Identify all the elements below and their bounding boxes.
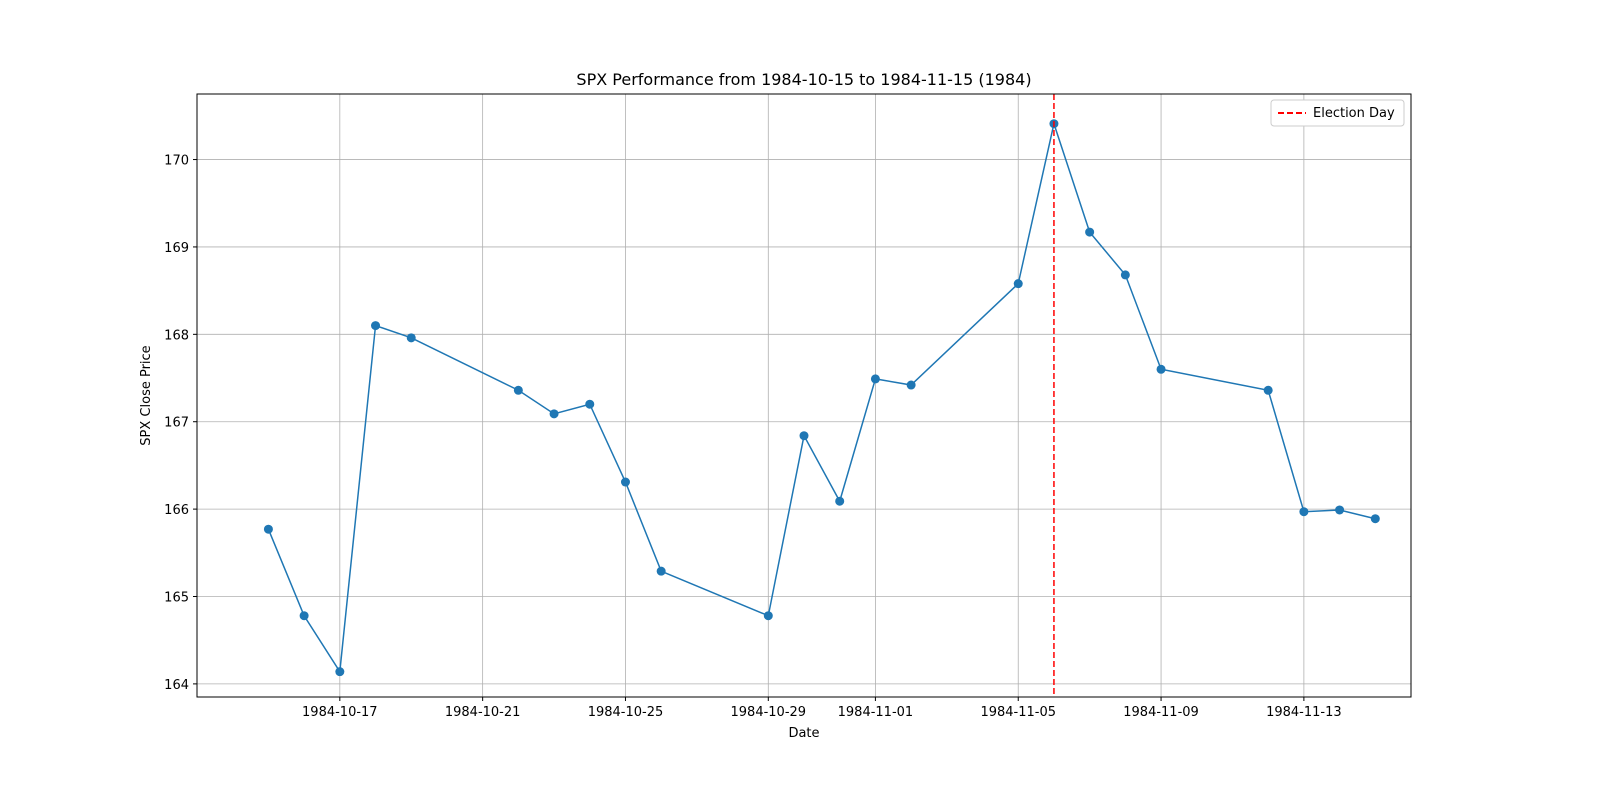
data-point xyxy=(620,477,630,487)
legend-label-election-day: Election Day xyxy=(1313,106,1395,121)
data-point xyxy=(1335,505,1345,515)
data-point xyxy=(835,496,845,506)
x-axis-ticks: 1984-10-17 1984-10-21 1984-10-25 1984-10-29… xyxy=(302,697,1342,720)
y-tick-label: 168 xyxy=(164,328,189,343)
x-tick-label: 1984-11-01 xyxy=(838,705,914,720)
data-point xyxy=(1263,385,1273,395)
y-tick-label: 165 xyxy=(164,591,189,606)
chart-title: SPX Performance from 1984-10-15 to 1984-… xyxy=(576,70,1031,89)
grid xyxy=(197,94,1411,697)
y-tick-label: 164 xyxy=(164,678,189,693)
y-tick-label: 169 xyxy=(164,241,189,256)
data-point xyxy=(1013,279,1023,289)
data-point xyxy=(406,333,416,343)
x-tick-label: 1984-11-05 xyxy=(980,705,1056,720)
y-tick-label: 167 xyxy=(164,416,189,431)
data-point xyxy=(335,667,345,677)
data-point xyxy=(299,611,309,621)
data-point xyxy=(870,374,880,384)
x-tick-label: 1984-10-17 xyxy=(302,705,378,720)
y-axis-ticks: 164 165 166 167 168 169 170 xyxy=(164,154,197,693)
data-point xyxy=(1156,364,1166,374)
y-tick-label: 166 xyxy=(164,503,189,518)
data-point xyxy=(799,431,809,441)
plot-frame xyxy=(196,93,1412,698)
data-point xyxy=(1370,514,1380,524)
series-line xyxy=(267,120,1376,674)
y-tick-label: 170 xyxy=(164,154,189,169)
y-axis-label: SPX Close Price xyxy=(139,345,154,445)
x-tick-label: 1984-10-25 xyxy=(588,705,664,720)
data-point xyxy=(371,321,381,331)
data-point xyxy=(1299,507,1309,517)
x-tick-label: 1984-10-21 xyxy=(445,705,521,720)
data-point xyxy=(1120,270,1130,280)
data-point xyxy=(585,399,595,409)
data-point xyxy=(763,611,773,621)
x-tick-label: 1984-10-29 xyxy=(731,705,807,720)
data-point xyxy=(513,385,523,395)
data-point xyxy=(1085,227,1095,237)
legend: Election Day xyxy=(1270,99,1405,127)
series-layer xyxy=(263,119,1380,677)
x-tick-label: 1984-11-09 xyxy=(1123,705,1199,720)
legend-box xyxy=(1270,99,1405,127)
data-point xyxy=(656,566,666,576)
x-tick-label: 1984-11-13 xyxy=(1266,705,1342,720)
data-point xyxy=(549,409,559,419)
data-point xyxy=(263,524,273,534)
data-point xyxy=(906,380,916,390)
x-axis-label: Date xyxy=(788,726,819,741)
